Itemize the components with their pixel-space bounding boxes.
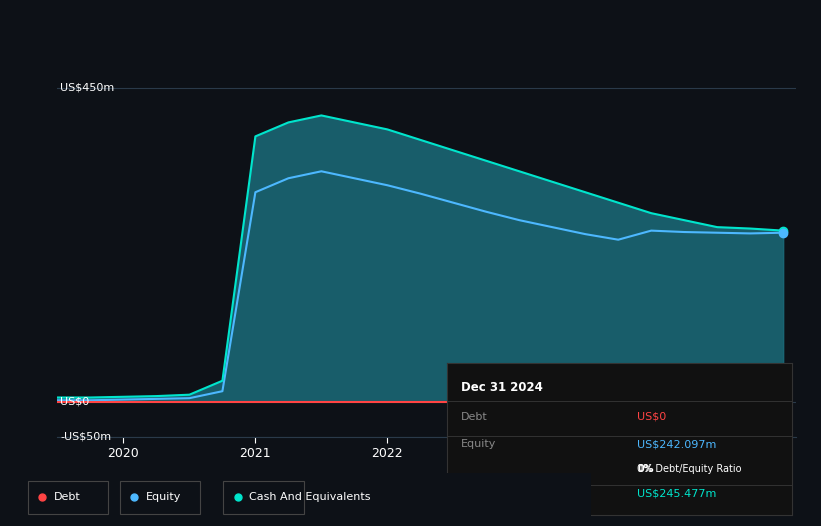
FancyBboxPatch shape (120, 481, 200, 513)
FancyBboxPatch shape (223, 481, 304, 513)
Text: US$450m: US$450m (60, 83, 114, 93)
Text: Debt: Debt (54, 492, 80, 502)
Text: Equity: Equity (461, 439, 497, 449)
Text: Dec 31 2024: Dec 31 2024 (461, 381, 544, 394)
Text: US$0: US$0 (60, 397, 89, 407)
FancyBboxPatch shape (28, 481, 108, 513)
Text: Debt: Debt (461, 412, 488, 422)
Text: US$242.097m: US$242.097m (637, 439, 717, 449)
Text: US$0: US$0 (637, 412, 667, 422)
Text: -US$50m: -US$50m (60, 431, 111, 442)
Text: Cash And Equivalents: Cash And Equivalents (461, 488, 583, 498)
Text: 0% Debt/Equity Ratio: 0% Debt/Equity Ratio (637, 463, 741, 473)
Text: US$245.477m: US$245.477m (637, 488, 717, 498)
Text: Cash And Equivalents: Cash And Equivalents (250, 492, 370, 502)
Text: 0%: 0% (637, 463, 654, 473)
Text: Equity: Equity (146, 492, 181, 502)
